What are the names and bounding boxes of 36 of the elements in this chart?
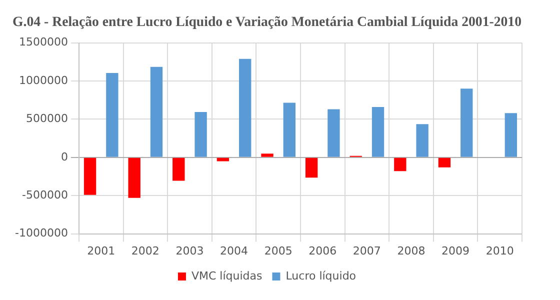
y-tick-label: 0 bbox=[60, 150, 68, 164]
bar bbox=[372, 106, 384, 157]
y-tick-label: -500000 bbox=[22, 188, 68, 202]
bar bbox=[172, 158, 185, 181]
x-tick-label: 2006 bbox=[308, 244, 337, 258]
bar bbox=[128, 158, 140, 198]
bar bbox=[394, 158, 406, 172]
x-tick-label: 2004 bbox=[220, 244, 248, 258]
x-tick-label: 2008 bbox=[397, 244, 426, 258]
y-tick-label: 1000000 bbox=[18, 74, 68, 87]
x-tick-label: 2005 bbox=[264, 244, 292, 258]
bar bbox=[283, 102, 296, 157]
bar bbox=[106, 72, 118, 157]
x-tick-label: 2003 bbox=[176, 244, 204, 258]
x-tick-label: 2001 bbox=[87, 244, 116, 258]
y-tick-label: 500000 bbox=[26, 112, 68, 126]
x-tick-label: 2009 bbox=[442, 244, 470, 258]
x-tick-label: 2010 bbox=[486, 244, 514, 258]
y-tick-label: -1000000 bbox=[14, 226, 68, 240]
x-tick-label: 2002 bbox=[131, 244, 160, 258]
bar bbox=[328, 109, 340, 157]
bar bbox=[194, 112, 207, 157]
chart-title: G.04 - Relação entre Lucro Líquido e Variação Monetária Cambial Líquida 2001-2010 bbox=[12, 14, 522, 30]
bar bbox=[305, 158, 318, 178]
bar bbox=[84, 158, 96, 195]
bar bbox=[150, 66, 163, 157]
bar bbox=[504, 113, 518, 157]
bar bbox=[416, 124, 428, 157]
y-tick-label: 1500000 bbox=[18, 36, 68, 49]
bar bbox=[261, 154, 274, 157]
x-tick-label: 2007 bbox=[352, 244, 381, 258]
legend-label: VMC líquidas bbox=[191, 269, 263, 282]
bar bbox=[239, 58, 252, 157]
legend-label: Lucro líquido bbox=[286, 269, 356, 282]
bar bbox=[460, 88, 473, 157]
bar bbox=[438, 158, 451, 168]
